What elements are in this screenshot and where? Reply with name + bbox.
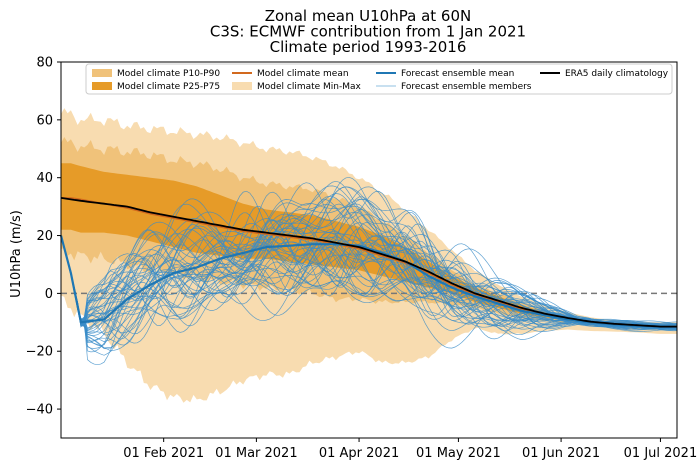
legend: Model climate P10-P90 Model climate P25-P… [85,63,673,95]
ensemble-member-line [60,203,678,329]
y-tick-label: 60 [36,113,53,128]
forecast-ensemble-mean-line [59,235,677,328]
chart-title-line: C3S: ECMWF contribution from 1 Jan 2021 [210,23,526,41]
legend-label: Model climate P25-P75 [117,82,220,92]
chart-title-line: Climate period 1993-2016 [270,38,467,56]
ensemble-member-line [60,235,678,336]
y-axis-label: U10hPa (m/s) [9,210,24,298]
legend-swatch [92,69,112,77]
x-tick-label: 01 Apr 2021 [319,446,399,461]
x-tick-label: 01 Mar 2021 [215,446,297,461]
y-tick-label: −20 [26,345,53,360]
x-tick-label: 01 Feb 2021 [123,446,204,461]
series-lines [59,197,677,328]
x-tick-label: 01 May 2021 [416,446,501,461]
plot-border [60,61,678,439]
ensemble-member-line [60,231,678,366]
legend-swatch [232,82,252,90]
y-tick-label: 0 [45,287,53,302]
x-tick-label: 01 Jun 2021 [522,446,600,461]
x-tick-label: 01 Jul 2021 [624,446,698,461]
plot-frame [60,61,678,439]
ensemble-member-line [60,191,678,328]
y-tick-label: −40 [26,403,53,418]
era5-climatology-line [60,197,677,328]
ensemble-member-line [60,191,678,332]
legend-swatch [92,82,112,90]
ensemble-member-line [60,206,678,330]
legend-label: Model climate mean [257,69,349,79]
ensemble-member-line [60,182,678,327]
x-axis: 01 Feb 2021 01 Mar 2021 01 Apr 2021 01 May … [123,438,697,461]
y-tick-label: 80 [36,56,53,71]
ensemble-member-line [60,218,678,332]
y-tick-label: 20 [36,229,53,244]
legend-label: Model climate Min-Max [257,82,362,92]
chart-title-line: Zonal mean U10hPa at 60N [265,7,471,25]
legend-label: ERA5 daily climatology [565,69,669,79]
y-axis: −40 −20 0 20 40 60 80 [26,56,61,418]
legend-label: Model climate P10-P90 [117,69,220,79]
y-tick-label: 40 [36,171,53,186]
legend-label: Forecast ensemble mean [401,69,514,79]
band-p25-p75 [61,163,677,329]
legend-label: Forecast ensemble members [401,82,532,92]
